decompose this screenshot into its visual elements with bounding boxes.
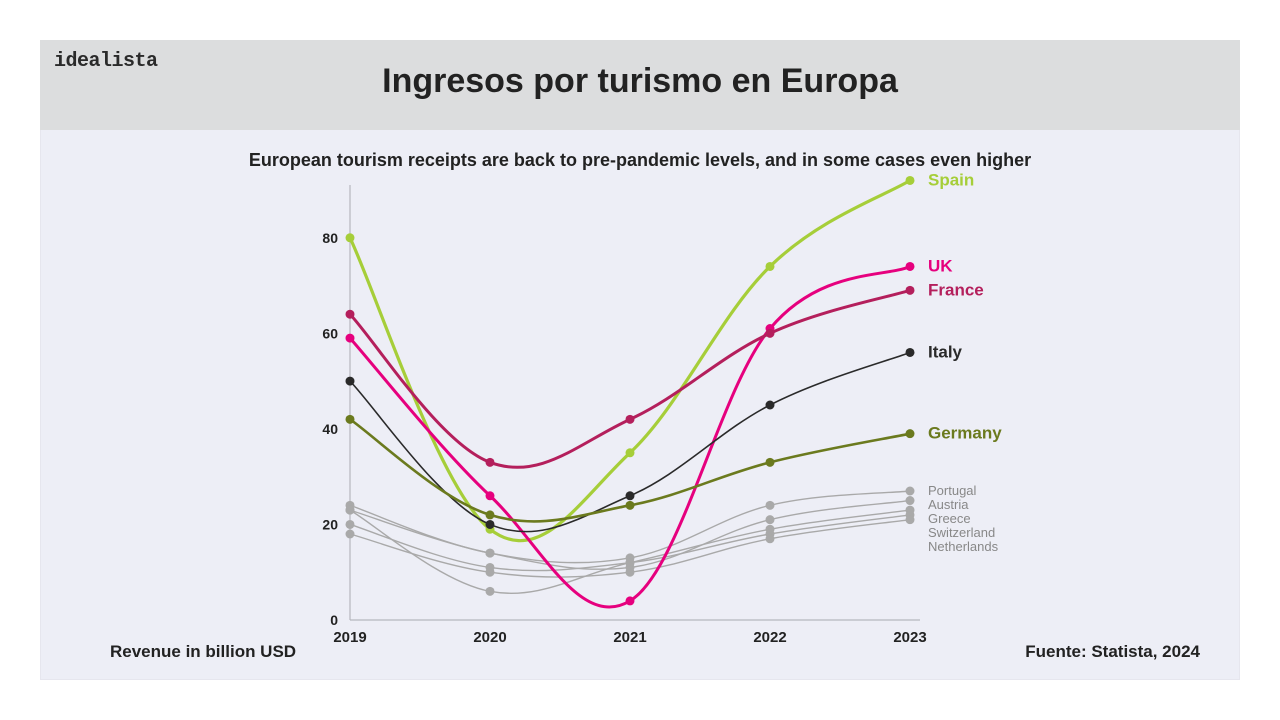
x-tick-label: 2021: [613, 629, 646, 646]
line-chart: 0 20 40 60 80 2019 2020 2021 2022 2023 Spain UK Fran…: [40, 40, 1240, 680]
series-label-switzerland: Switzerland: [928, 525, 995, 540]
series-point-germany: [766, 458, 775, 467]
series-point-netherlands: [906, 515, 915, 524]
series-point-spain: [766, 262, 775, 271]
x-tick-label: 2023: [893, 629, 926, 646]
series-label-uk: UK: [928, 256, 953, 275]
series-point-france: [626, 415, 635, 424]
x-tick-label: 2022: [753, 629, 786, 646]
series-point-uk: [626, 596, 635, 605]
series-point-uk: [346, 334, 355, 343]
series-point-portugal: [766, 501, 775, 510]
series-point-uk: [486, 491, 495, 500]
source-label: Fuente: Statista, 2024: [1025, 642, 1200, 662]
y-tick-label: 40: [322, 421, 338, 437]
y-tick-label: 20: [322, 516, 338, 532]
series-point-spain: [626, 448, 635, 457]
y-tick-label: 0: [330, 612, 338, 628]
series-point-italy: [906, 348, 915, 357]
y-tick-label: 60: [322, 325, 338, 341]
series-label-spain: Spain: [928, 170, 974, 189]
series-point-italy: [626, 491, 635, 500]
series-point-netherlands: [486, 568, 495, 577]
series-point-italy: [346, 377, 355, 386]
series-point-italy: [486, 520, 495, 529]
x-tick-label: 2019: [333, 629, 366, 646]
series-line-spain: [350, 180, 910, 540]
series-point-netherlands: [346, 530, 355, 539]
series-point-austria: [766, 515, 775, 524]
series-label-portugal: Portugal: [928, 483, 977, 498]
series-point-germany: [626, 501, 635, 510]
series-point-france: [906, 286, 915, 295]
series-point-italy: [766, 401, 775, 410]
series-label-italy: Italy: [928, 342, 963, 361]
series-point-france: [346, 310, 355, 319]
series-point-switzerland: [346, 520, 355, 529]
series-point-uk: [906, 262, 915, 271]
y-axis-unit-label: Revenue in billion USD: [110, 642, 296, 662]
series-point-france: [486, 458, 495, 467]
series-point-spain: [346, 233, 355, 242]
series-label-netherlands: Netherlands: [928, 539, 999, 554]
series-point-greece: [346, 506, 355, 515]
series-line-greece: [350, 510, 910, 593]
series-point-netherlands: [626, 568, 635, 577]
series-label-germany: Germany: [928, 424, 1002, 443]
y-tick-label: 80: [322, 230, 338, 246]
series-point-germany: [906, 429, 915, 438]
series-point-france: [766, 329, 775, 338]
series-label-greece: Greece: [928, 511, 971, 526]
chart-frame: idealista Ingresos por turismo en Europa…: [40, 40, 1240, 680]
series-point-netherlands: [766, 534, 775, 543]
series-point-austria: [906, 496, 915, 505]
series-label-france: France: [928, 280, 984, 299]
series-point-austria: [486, 549, 495, 558]
series-point-greece: [486, 587, 495, 596]
series-label-austria: Austria: [928, 497, 969, 512]
x-tick-label: 2020: [473, 629, 506, 646]
series-point-germany: [346, 415, 355, 424]
series-point-switzerland: [626, 558, 635, 567]
series-point-spain: [906, 176, 915, 185]
series-point-portugal: [906, 487, 915, 496]
series-point-germany: [486, 510, 495, 519]
